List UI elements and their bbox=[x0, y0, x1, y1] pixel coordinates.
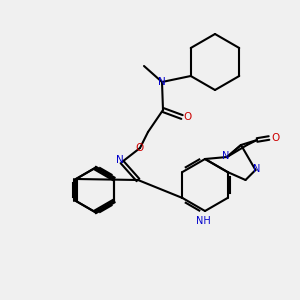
Text: NH: NH bbox=[196, 216, 210, 226]
Text: O: O bbox=[184, 112, 192, 122]
Text: N: N bbox=[116, 155, 124, 165]
Text: N: N bbox=[222, 151, 230, 161]
Text: O: O bbox=[136, 143, 144, 153]
Text: N: N bbox=[253, 164, 260, 174]
Text: N: N bbox=[158, 77, 166, 87]
Text: O: O bbox=[271, 133, 279, 143]
